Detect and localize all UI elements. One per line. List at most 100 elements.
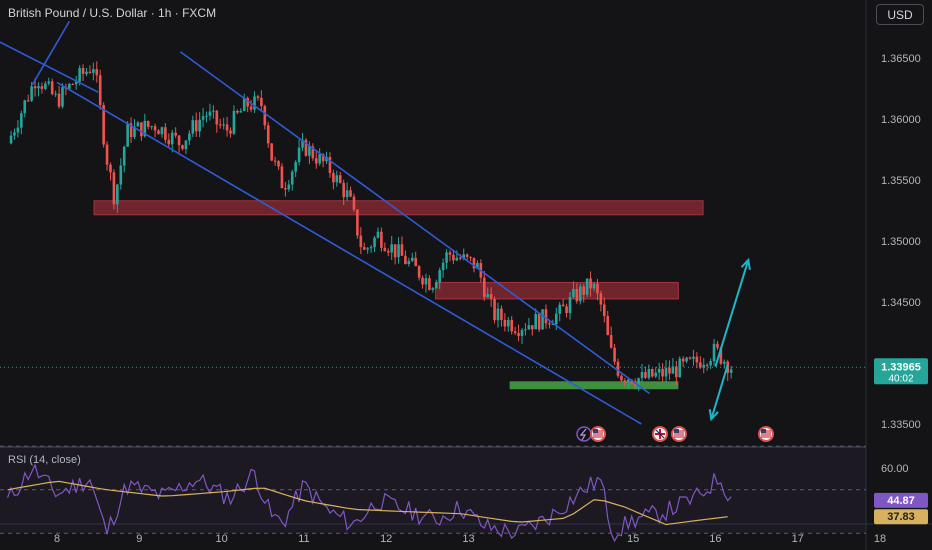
candle-body (208, 111, 212, 116)
candle-body (637, 378, 640, 386)
candle-98 (345, 182, 349, 202)
candle-body (88, 71, 92, 73)
candle-body (362, 247, 366, 250)
candle-body (510, 319, 514, 332)
candle-94 (332, 169, 335, 190)
candle-body (328, 156, 332, 174)
candle-13 (54, 90, 57, 98)
candle-body (222, 124, 225, 126)
last-price-tag (874, 358, 928, 385)
candle-body (380, 231, 383, 248)
candle-81 (287, 179, 291, 192)
last-price-value: 1.33965 (881, 361, 921, 373)
time-tick-label-5: 13 (462, 533, 474, 545)
candle-body (37, 86, 40, 89)
candle-45 (164, 123, 167, 144)
candle-body (675, 366, 678, 378)
candle-22 (85, 68, 88, 77)
resistance-zone-1 (435, 281, 679, 300)
event-lightning-circle (576, 426, 592, 442)
candle-107 (376, 227, 380, 239)
candle-body (157, 130, 160, 135)
candle-44 (160, 126, 164, 138)
candle-74 (263, 104, 267, 130)
candle-164 (572, 281, 575, 299)
candle-123 (431, 286, 435, 293)
candle-body (404, 255, 407, 265)
candle-body (616, 361, 620, 376)
candle-body (366, 248, 369, 250)
candle-154 (537, 312, 541, 333)
candle-60 (215, 110, 219, 133)
candle-body (513, 331, 517, 334)
candle-body (445, 252, 448, 263)
candle-body (393, 244, 397, 258)
price-tick-label-0: 1.36500 (881, 53, 921, 65)
candle-body (668, 367, 671, 374)
candle-72 (256, 94, 260, 101)
candle-206 (716, 340, 719, 351)
candle-199 (692, 349, 695, 366)
candle-188 (654, 367, 658, 379)
candle-body (599, 293, 603, 305)
time-tick-label-1: 9 (136, 533, 142, 545)
candle-150 (524, 323, 527, 336)
candle-body (472, 257, 476, 269)
time-tick-label-7: 16 (709, 533, 721, 545)
candle-body (692, 356, 695, 359)
candle-body (191, 120, 195, 134)
candle-121 (424, 273, 428, 293)
candle-body (359, 235, 363, 248)
candle-151 (527, 317, 531, 331)
candle-body (263, 105, 267, 126)
candle-body (20, 113, 23, 128)
candle-19 (74, 75, 78, 90)
resistance-zone-0 (93, 200, 704, 216)
candle-71 (253, 91, 256, 113)
candle-body (280, 166, 284, 189)
candle-body (664, 367, 668, 377)
candle-body (503, 319, 507, 327)
price-tick-label-2: 1.35500 (881, 175, 921, 187)
candle-body (434, 282, 438, 289)
candle-body (530, 325, 534, 330)
candle-10 (44, 81, 47, 91)
candle-122 (428, 275, 431, 291)
candle-112 (393, 244, 397, 265)
candle-8 (37, 82, 40, 97)
candle-31 (116, 183, 119, 213)
candle-body (167, 139, 171, 145)
candle-180 (626, 378, 630, 389)
candle-16 (64, 83, 68, 96)
candle-191 (664, 360, 668, 383)
candle-50 (181, 144, 184, 151)
candle-body (242, 98, 246, 111)
candle-body (352, 196, 356, 210)
candle-body (369, 247, 373, 249)
candle-body (198, 119, 201, 132)
candle-26 (98, 69, 102, 110)
candle-178 (620, 374, 623, 382)
candle-body (458, 257, 462, 259)
candle-93 (328, 152, 332, 178)
candle-169 (589, 271, 592, 297)
candle-body (729, 369, 733, 373)
candle-197 (685, 356, 688, 364)
candle-body (390, 244, 393, 253)
candle-179 (623, 377, 627, 387)
candle-171 (596, 278, 599, 301)
candle-109 (383, 242, 387, 252)
candle-153 (534, 308, 538, 330)
candle-198 (688, 356, 692, 360)
candle-body (71, 83, 75, 85)
candle-210 (729, 365, 733, 379)
currency-button[interactable]: USD (876, 4, 924, 25)
candle-body (414, 257, 417, 267)
candle-body (54, 93, 57, 95)
candle-168 (585, 278, 589, 298)
candle-67 (239, 108, 243, 113)
candle-113 (397, 237, 400, 264)
candle-152 (530, 325, 534, 336)
